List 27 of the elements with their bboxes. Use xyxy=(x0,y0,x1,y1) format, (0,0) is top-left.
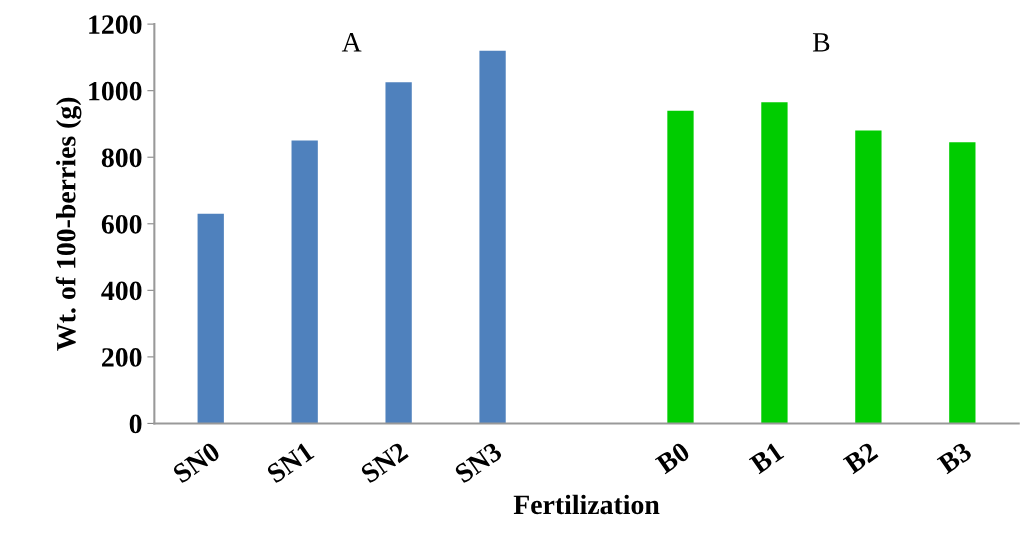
bar xyxy=(855,130,882,424)
y-tick-label: 1200 xyxy=(89,15,142,35)
y-tick-label: 400 xyxy=(101,281,142,301)
x-tick-label: SN2 xyxy=(359,441,409,484)
y-tick-label: 1000 xyxy=(89,81,142,101)
x-tick-label: SN3 xyxy=(453,441,504,484)
annotation: B xyxy=(812,33,830,52)
x-tick-label: SN1 xyxy=(265,441,315,484)
x-tick-label: B2 xyxy=(842,441,879,475)
bar xyxy=(291,140,318,424)
x-tick-label: SN0 xyxy=(171,441,222,484)
y-tick-label: 0 xyxy=(129,414,142,434)
annotation: A xyxy=(341,33,362,52)
bar xyxy=(197,213,224,424)
y-axis-title: Wt. of 100-berries (g) xyxy=(55,97,82,351)
y-tick-label: 200 xyxy=(102,348,142,367)
y-tick-label: 800 xyxy=(101,148,142,168)
y-tick-label: 600 xyxy=(101,214,142,234)
bar xyxy=(949,142,976,424)
bar xyxy=(385,82,412,424)
bar xyxy=(479,50,506,424)
x-tick-label: B3 xyxy=(936,441,973,475)
bar xyxy=(761,102,788,424)
x-tick-label: B1 xyxy=(748,441,785,475)
x-axis-title: Fertilization xyxy=(513,494,660,515)
x-tick-label: B0 xyxy=(654,441,691,475)
bar xyxy=(667,110,694,424)
